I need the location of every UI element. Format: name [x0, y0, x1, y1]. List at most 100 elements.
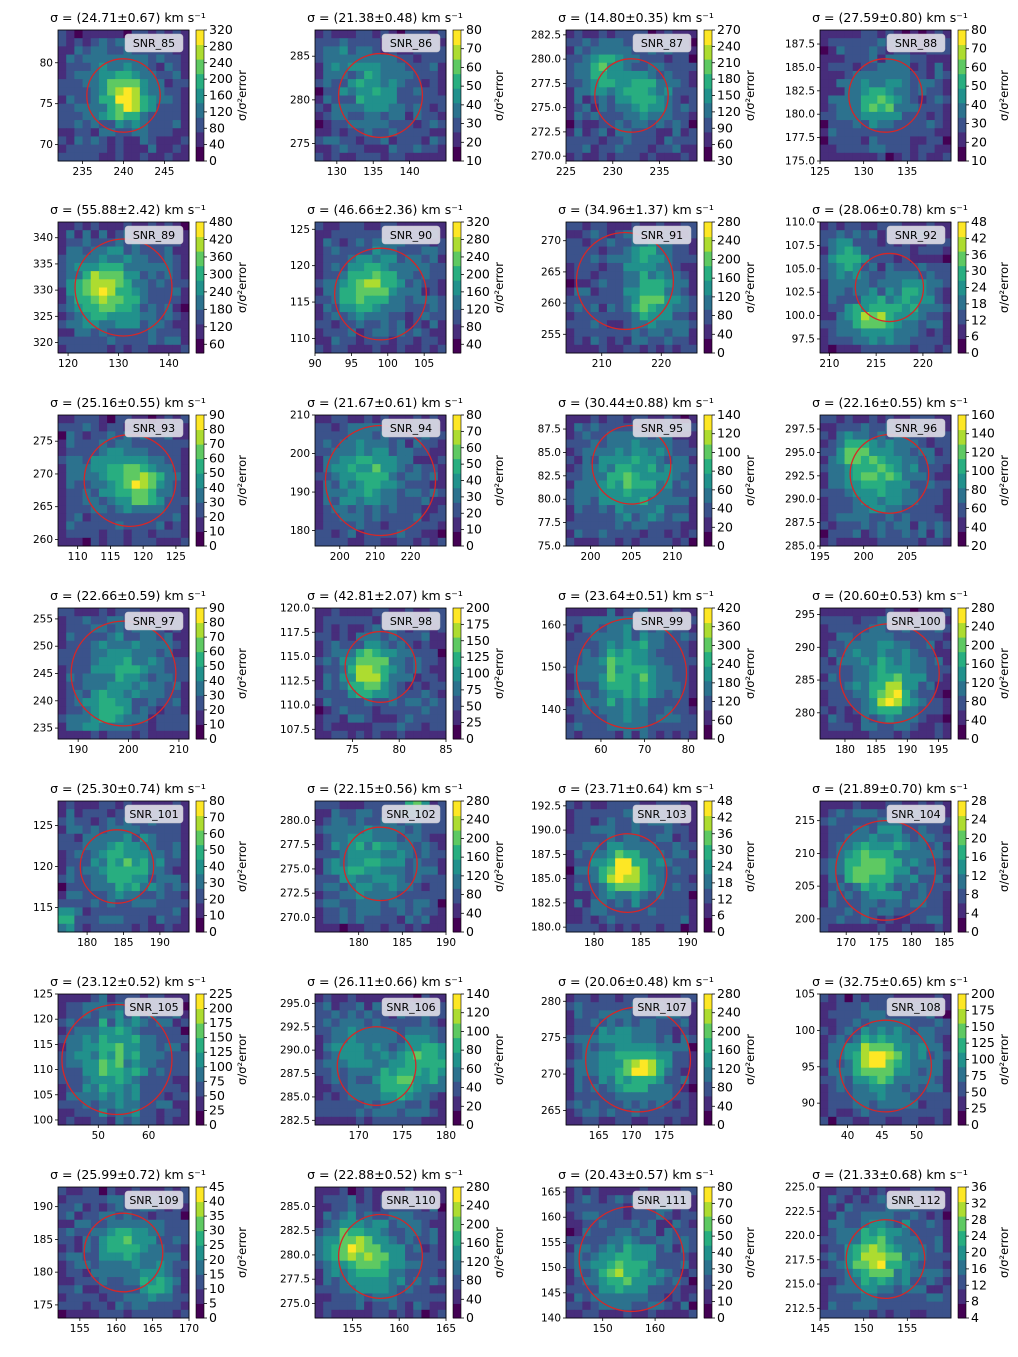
heatmap-cell: [421, 263, 430, 272]
heatmap-cell: [323, 128, 332, 137]
heatmap-cell: [107, 505, 116, 514]
heatmap-cell: [615, 79, 624, 88]
heatmap-cell: [574, 128, 583, 137]
heatmap-cell: [574, 505, 583, 514]
heatmap-cell: [926, 723, 935, 732]
heatmap-cell: [331, 423, 340, 432]
heatmap-cell: [656, 296, 665, 305]
heatmap-cell: [886, 731, 895, 740]
heatmap-cell: [156, 345, 165, 354]
heatmap-cell: [364, 230, 373, 239]
heatmap-cell: [566, 714, 575, 723]
heatmap-cell: [918, 112, 927, 121]
heatmap-cell: [615, 87, 624, 96]
heatmap-cell: [348, 464, 357, 473]
heatmap-cell: [828, 128, 837, 137]
heatmap-cell: [66, 279, 75, 288]
heatmap-cell: [173, 731, 182, 740]
heatmap-cell: [389, 674, 398, 683]
heatmap-cell: [99, 538, 108, 547]
heatmap-cell: [372, 153, 381, 162]
heatmap-cell: [74, 30, 83, 39]
colorbar-segment: [958, 473, 966, 488]
heatmap-cell: [323, 238, 332, 247]
heatmap-cell: [340, 238, 349, 247]
heatmap-cell: [315, 328, 324, 337]
heatmap-cell: [615, 145, 624, 154]
heatmap-cell: [132, 538, 141, 547]
heatmap-cell: [99, 320, 108, 329]
heatmap-cell: [340, 706, 349, 715]
colorbar-segment: [196, 502, 204, 517]
heatmap-cell: [935, 440, 944, 449]
heatmap-cell: [935, 464, 944, 473]
heatmap-cell: [877, 71, 886, 80]
heatmap-cell: [397, 649, 406, 658]
heatmap-cell: [364, 682, 373, 691]
heatmap-cell: [853, 415, 862, 424]
heatmap-cell: [132, 112, 141, 121]
heatmap-cell: [74, 448, 83, 457]
heatmap-cell: [582, 657, 591, 666]
heatmap-cell: [156, 128, 165, 137]
heatmap-cell: [156, 682, 165, 691]
heatmap-cell: [413, 641, 422, 650]
heatmap-cell: [438, 440, 447, 449]
heatmap-cell: [632, 521, 641, 530]
heatmap-cell: [607, 96, 616, 105]
heatmap-cell: [681, 320, 690, 329]
cbar-tick-label: 10: [971, 153, 987, 168]
heatmap-cell: [99, 46, 108, 55]
heatmap-cell: [664, 55, 673, 64]
heatmap-cell: [323, 46, 332, 55]
heatmap-cell: [340, 665, 349, 674]
heatmap-cell: [107, 690, 116, 699]
heatmap-cell: [918, 304, 927, 313]
y-tick-label: 180.0: [785, 109, 815, 121]
heatmap-cell: [836, 87, 845, 96]
heatmap-cell: [910, 288, 919, 297]
cbar-tick-label: 120: [717, 426, 741, 441]
heatmap-cell: [935, 320, 944, 329]
heatmap-cell: [438, 538, 447, 547]
x-tick-label: 190: [68, 744, 88, 756]
heatmap-cell: [582, 345, 591, 354]
heatmap-cell: [574, 112, 583, 121]
heatmap-cell: [132, 145, 141, 154]
heatmap-cell: [607, 296, 616, 305]
heatmap-cell: [124, 304, 133, 313]
heatmap-cell: [632, 145, 641, 154]
heatmap-cell: [574, 337, 583, 346]
heatmap-cell: [181, 682, 190, 691]
heatmap-cell: [820, 472, 829, 481]
heatmap-cell: [115, 30, 124, 39]
heatmap-cell: [689, 55, 698, 64]
colorbar-segment: [704, 681, 712, 696]
heatmap-cell: [877, 337, 886, 346]
heatmap-cell: [107, 230, 116, 239]
heatmap-cell: [681, 288, 690, 297]
heatmap-cell: [943, 633, 952, 642]
heatmap-cell: [340, 521, 349, 530]
heatmap-cell: [323, 723, 332, 732]
cbar-tick-label: 40: [717, 326, 733, 341]
heatmap-cell: [74, 71, 83, 80]
heatmap-cell: [943, 497, 952, 506]
heatmap-cell: [132, 665, 141, 674]
heatmap-cell: [340, 616, 349, 625]
heatmap-cell: [845, 431, 854, 440]
heatmap-cell: [599, 456, 608, 465]
heatmap-cell: [877, 731, 886, 740]
heatmap-cell: [323, 255, 332, 264]
heatmap-cell: [566, 608, 575, 617]
heatmap-cell: [935, 263, 944, 272]
heatmap-cell: [615, 255, 624, 264]
heatmap-cell: [148, 497, 157, 506]
colorbar-segment: [704, 324, 712, 339]
heatmap-cell: [935, 633, 944, 642]
heatmap-cell: [397, 497, 406, 506]
heatmap-cell: [853, 641, 862, 650]
x-tick-label: 185: [866, 744, 886, 756]
heatmap-cell: [648, 79, 657, 88]
